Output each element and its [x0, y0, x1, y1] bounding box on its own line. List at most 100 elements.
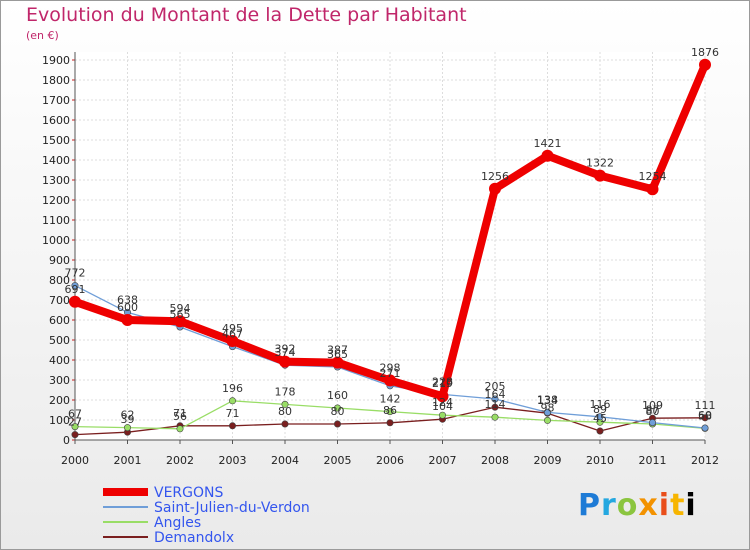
series-point: [386, 408, 394, 416]
proxiti-logo: Proxiti: [578, 488, 697, 523]
legend: VERGONSSaint-Julien-du-VerdonAnglesDeman…: [103, 485, 310, 546]
series-point: [699, 58, 711, 71]
data-label: 86: [383, 404, 397, 417]
chart-title: Evolution du Montant de la Dette par Hab…: [26, 4, 467, 26]
data-label: 80: [331, 405, 345, 418]
x-tick-label: 2009: [534, 454, 562, 467]
y-tick-label: 600: [49, 314, 70, 327]
data-label: 114: [485, 398, 506, 411]
y-tick-label: 1900: [42, 54, 70, 67]
data-label: 104: [432, 400, 453, 413]
data-label: 138: [537, 393, 558, 406]
y-tick-label: 1400: [42, 154, 70, 167]
y-tick-label: 300: [49, 374, 70, 387]
series-point: [646, 183, 659, 196]
series-point: [279, 355, 291, 368]
series-point: [281, 400, 289, 408]
data-label: 196: [222, 382, 243, 395]
series-point: [541, 149, 554, 162]
x-tick-label: 2008: [481, 454, 509, 467]
series-point: [71, 431, 79, 439]
legend-label: Saint-Julien-du-Verdon: [154, 500, 310, 516]
data-label: 80: [278, 405, 292, 418]
data-label: 772: [65, 267, 86, 280]
data-label: 374: [275, 346, 296, 359]
series-point: [596, 413, 604, 421]
data-label: 111: [695, 399, 716, 412]
series-point: [489, 182, 501, 195]
data-label: 109: [642, 399, 663, 412]
legend-label: Angles: [154, 515, 201, 531]
x-tick-label: 2002: [166, 454, 194, 467]
data-label: 365: [327, 348, 348, 361]
series-point: [701, 414, 709, 422]
x-tick-label: 2001: [114, 454, 142, 467]
y-tick-label: 400: [49, 354, 70, 367]
data-label: 600: [117, 301, 138, 314]
data-label: 39: [121, 413, 135, 426]
series-point: [333, 404, 341, 412]
data-label: 98: [541, 401, 555, 414]
y-tick-label: 1700: [42, 94, 70, 107]
data-label: 565: [170, 308, 191, 321]
series-point: [281, 420, 289, 428]
x-tick-label: 2004: [271, 454, 299, 467]
y-tick-label: 700: [49, 294, 70, 307]
data-label: 594: [170, 302, 191, 315]
x-tick-label: 2012: [691, 454, 719, 467]
series-point: [491, 413, 499, 421]
y-tick-label: 1600: [42, 114, 70, 127]
series-point: [594, 169, 606, 182]
data-label: 219: [432, 377, 453, 390]
y-tick-label: 500: [49, 334, 70, 347]
data-label: 27: [68, 416, 82, 429]
series-point: [71, 282, 79, 290]
x-tick-label: 2010: [586, 454, 614, 467]
series-point: [176, 425, 184, 433]
data-label: 67: [68, 408, 82, 421]
x-tick-label: 2011: [639, 454, 667, 467]
y-tick-label: 1500: [42, 134, 70, 147]
series-point: [491, 395, 499, 403]
data-label: 58: [698, 409, 712, 422]
data-label: 80: [646, 405, 660, 418]
data-label: 1254: [639, 170, 667, 183]
data-label: 298: [380, 361, 401, 374]
data-label: 691: [65, 283, 86, 296]
data-label: 71: [173, 407, 187, 420]
axes: 0 100 200 300 400 500 600 700 800 900 1000 1100 1200…: [42, 52, 719, 467]
series-point: [124, 424, 132, 432]
series-point: [701, 424, 709, 432]
legend-label: VERGONS: [154, 485, 223, 501]
x-tick-label: 2007: [429, 454, 457, 467]
data-label: 495: [222, 322, 243, 335]
data-label: 164: [485, 388, 506, 401]
data-label: 71: [226, 407, 240, 420]
x-tick-label: 2005: [324, 454, 352, 467]
y-tick-label: 800: [49, 274, 70, 287]
data-label: 1876: [691, 46, 719, 59]
data-label: 56: [173, 410, 187, 423]
x-tick-label: 2003: [219, 454, 247, 467]
data-label: 124: [432, 396, 453, 409]
data-label: 392: [275, 343, 296, 356]
data-label: 1256: [481, 170, 509, 183]
data-label: 62: [121, 409, 135, 422]
data-label: 160: [327, 389, 348, 402]
data-label: 638: [117, 293, 138, 306]
series-point: [333, 420, 341, 428]
series-point: [71, 423, 79, 431]
series-point: [386, 419, 394, 427]
y-tick-label: 1000: [42, 234, 70, 247]
series-point: [226, 335, 239, 347]
y-tick-label: 1300: [42, 174, 70, 187]
x-tick-label: 2000: [61, 454, 89, 467]
legend-label: Demandolx: [154, 530, 234, 546]
series-point: [491, 403, 499, 411]
series-point: [596, 427, 604, 435]
y-tick-label: 1800: [42, 74, 70, 87]
data-label: 205: [485, 380, 506, 393]
y-tick-label: 1200: [42, 194, 70, 207]
y-tick-label: 1100: [42, 214, 70, 227]
